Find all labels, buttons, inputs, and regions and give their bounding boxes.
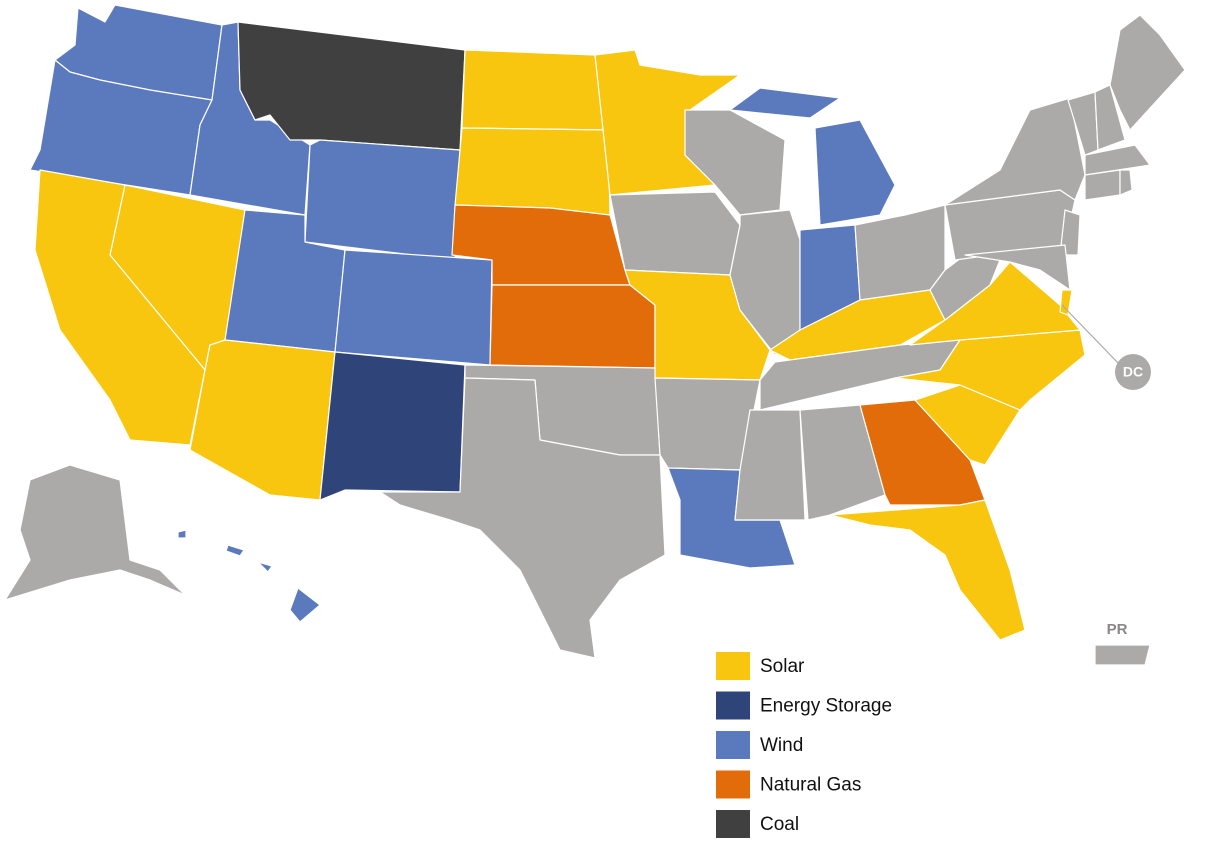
state (1119, 169, 1133, 196)
state (289, 587, 321, 623)
state (334, 249, 493, 366)
legend-label: Coal (760, 814, 799, 835)
state (594, 49, 741, 196)
state (914, 384, 1021, 466)
state (894, 329, 1086, 411)
legend: Solar Energy Storage Wind Natural Gas Coal (716, 652, 892, 838)
legend-swatch (716, 731, 750, 759)
legend-label: Wind (760, 735, 803, 756)
state (461, 49, 609, 131)
state (454, 127, 611, 216)
dc-leader (1061, 304, 1121, 366)
state (799, 404, 886, 521)
state (1094, 84, 1126, 151)
legend-swatch (716, 770, 750, 799)
state (1059, 289, 1073, 316)
state (729, 87, 841, 119)
state (729, 209, 801, 356)
legend-label: Solar (760, 656, 805, 677)
state (257, 561, 273, 573)
state (609, 191, 741, 276)
state (225, 544, 245, 557)
state (1059, 209, 1081, 256)
state (814, 119, 896, 226)
state (829, 499, 1026, 641)
state (1084, 144, 1151, 176)
state (1094, 644, 1151, 666)
legend-label: Energy Storage (760, 696, 892, 717)
state (944, 97, 1086, 206)
state (489, 284, 656, 369)
legend-label: Natural Gas (760, 775, 861, 796)
state (34, 169, 206, 446)
legend-swatch (716, 691, 750, 720)
legend-swatch (716, 810, 750, 838)
state (854, 204, 946, 301)
dc-label: DC (1123, 364, 1143, 380)
dc-marker (1115, 354, 1151, 390)
state (319, 351, 466, 501)
state (1084, 169, 1121, 201)
legend-swatch (716, 652, 750, 680)
state (189, 339, 336, 501)
state (304, 139, 461, 261)
states (4, 4, 1186, 666)
state (964, 244, 1071, 291)
state (4, 464, 186, 601)
state (1109, 14, 1186, 131)
state (177, 529, 187, 539)
state (379, 377, 666, 659)
pr-label: PR (1107, 621, 1128, 638)
